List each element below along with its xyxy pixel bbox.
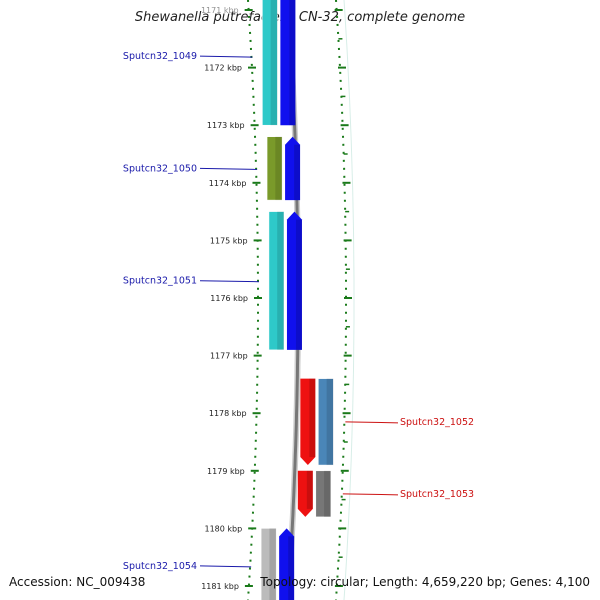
accession-text: Accession: NC_009438 — [9, 575, 146, 589]
cog-block-shade — [270, 0, 278, 126]
strand-arrow-shade — [306, 470, 313, 509]
tick-label: 1181 kbp — [201, 582, 239, 591]
label-leader — [199, 280, 259, 283]
tick-label: 1174 kbp — [209, 179, 247, 188]
strand-arrow — [285, 136, 301, 201]
label-leader — [199, 55, 253, 58]
cog-block — [266, 136, 283, 201]
cog-block — [268, 211, 285, 351]
tick-label: 1180 kbp — [205, 524, 243, 533]
inner-scale-ring — [247, 0, 259, 600]
strand-arrow-shade — [309, 378, 316, 458]
tick-label: 1171 kbp — [201, 6, 239, 15]
tick-label: 1178 kbp — [209, 409, 247, 418]
gene-label: Sputcn32_1054 — [123, 561, 197, 572]
tick-label: 1173 kbp — [207, 121, 245, 130]
gene-label: Sputcn32_1049 — [123, 51, 197, 62]
tick-label: 1172 kbp — [204, 64, 242, 73]
gene-label: Sputcn32_1051 — [123, 276, 197, 287]
strand-arrow — [300, 378, 316, 466]
gene-label: Sputcn32_1053 — [400, 489, 474, 500]
strand-arrow-shade — [289, 0, 296, 126]
cog-block — [315, 470, 332, 518]
outer-reference-line — [343, 0, 355, 600]
genome-summary-text: Topology: circular; Length: 4,659,220 bp… — [260, 575, 590, 589]
gene-label: Sputcn32_1052 — [400, 417, 474, 428]
label-leader — [199, 565, 252, 568]
cog-block-shade — [326, 378, 334, 466]
cog-block-shade — [277, 211, 284, 350]
tick-label: 1177 kbp — [210, 352, 248, 361]
strand-arrow — [286, 211, 302, 350]
tick-label: 1179 kbp — [207, 467, 245, 476]
cog-block-shade — [269, 528, 277, 600]
tick-label: 1176 kbp — [210, 294, 248, 303]
gene-label: Sputcn32_1050 — [123, 163, 197, 174]
cog-block-shade — [324, 470, 331, 517]
label-leader — [345, 421, 399, 424]
map-title: Shewanella putrefaciens CN-32, complete … — [134, 10, 466, 25]
cog-block — [262, 0, 278, 126]
cog-block-shade — [275, 136, 283, 201]
tick-label: 1175 kbp — [210, 236, 248, 245]
strand-arrow-shade — [294, 144, 301, 201]
cog-block — [260, 528, 277, 600]
label-leader — [199, 167, 258, 170]
strand-arrow — [280, 0, 296, 126]
outer-scale-ring — [335, 0, 347, 600]
strand-arrow-shade — [288, 536, 295, 600]
strand-arrow — [279, 528, 295, 600]
strand-arrow-shade — [295, 219, 302, 350]
cog-block — [318, 378, 334, 466]
label-leader — [342, 493, 399, 496]
strand-arrow — [297, 470, 313, 517]
